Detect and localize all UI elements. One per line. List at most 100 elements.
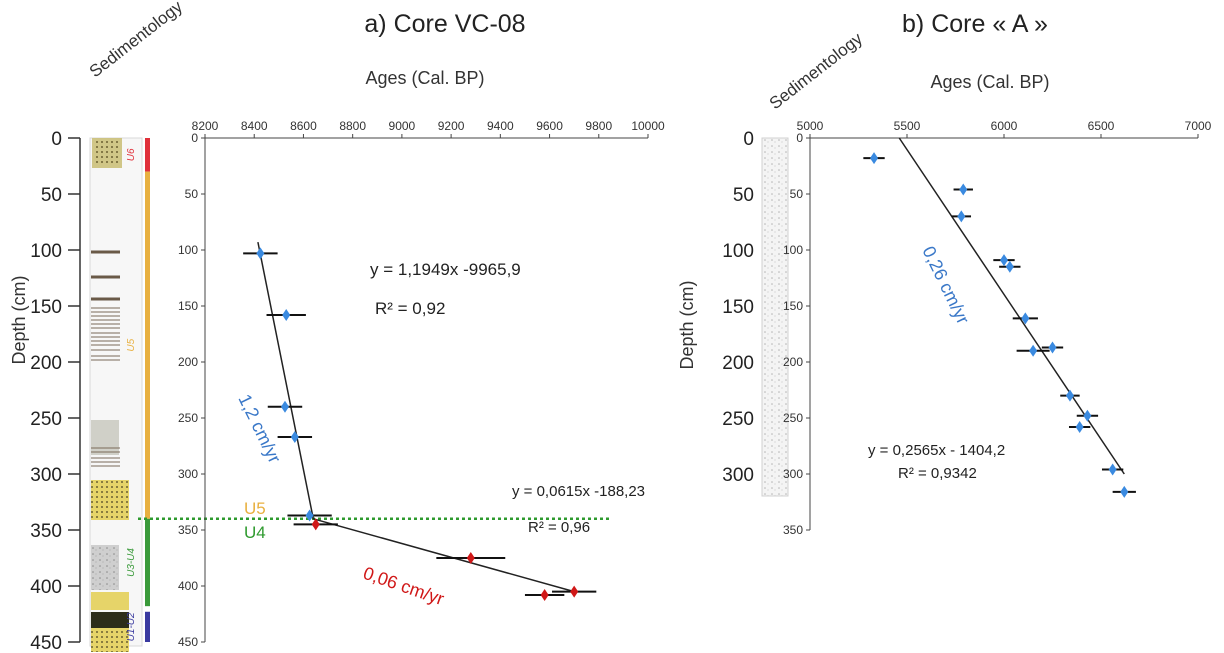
y-tick-label: 200 — [783, 355, 803, 369]
unit-bar-u1-u2 — [145, 611, 150, 642]
rate-label-lower-a: 0,06 cm/yr — [361, 563, 447, 609]
core-b-depth-tick-label: 300 — [722, 465, 754, 486]
left-depth-tick-label: 200 — [30, 353, 62, 374]
plot-core-a: 5000 5500 6000 6500 7000 0 50 100 150 200 250 300 35… — [722, 119, 1211, 537]
unit-bar-u5 — [145, 171, 150, 519]
y-tick-label: 200 — [178, 355, 198, 369]
y-tick-label: 300 — [178, 467, 198, 481]
unit-label-u1-u2: U1-U2 — [126, 612, 137, 641]
left-depth-tick-label: 0 — [51, 129, 62, 150]
data-point — [570, 585, 579, 598]
core-b-depth-tick-label: 50 — [733, 185, 754, 206]
y-tick-label: 450 — [178, 635, 198, 649]
data-point — [1000, 254, 1008, 267]
data-point — [1075, 420, 1084, 433]
core-b-depth-tick-label: 100 — [722, 241, 754, 262]
left-depth-tick-label: 400 — [30, 577, 62, 598]
x-tick-label: 10000 — [631, 119, 665, 133]
boundary-label-u4: U4 — [244, 523, 266, 542]
boundary-label-u5: U5 — [244, 499, 266, 518]
y-tick-label: 350 — [178, 523, 198, 537]
x-tick-label: 9400 — [487, 119, 514, 133]
y-tick-label: 250 — [178, 411, 198, 425]
unit-bars: U6 U5 U3-U4 U1-U2 — [126, 138, 150, 642]
data-point — [870, 152, 879, 165]
fit-line-0 — [257, 242, 315, 519]
y-tick-label: 150 — [178, 299, 198, 313]
core-b-title: b) Core « A » — [902, 10, 1048, 38]
y-tick-label: 0 — [796, 131, 803, 145]
data-point — [1005, 260, 1014, 273]
r2-lower-a: R² = 0,96 — [528, 519, 590, 536]
x-tick-label: 6500 — [1088, 119, 1115, 133]
core-a-title: a) Core VC-08 — [364, 10, 525, 38]
depth-axis-label-a: Depth (cm) — [9, 275, 29, 364]
left-depth-tick-label: 150 — [30, 297, 62, 318]
y-tick-label: 300 — [783, 467, 803, 481]
depth-axis-label-b: Depth (cm) — [677, 280, 697, 369]
x-tick-label: 8800 — [339, 119, 366, 133]
data-point — [1120, 485, 1129, 498]
left-depth-tick-label: 100 — [30, 241, 62, 262]
sediment-log-b — [761, 137, 789, 497]
age-axis-label-a: Ages (Cal. BP) — [365, 68, 484, 88]
core-b-depth-tick-label: 0 — [743, 129, 754, 150]
left-depth-tick-label: 350 — [30, 521, 62, 542]
data-point — [290, 431, 299, 444]
plot-core-vc08: 8200 8400 8600 8800 9000 9200 9400 9600 9800 1000… — [178, 119, 665, 649]
data-point — [466, 552, 475, 564]
y-tick-label: 250 — [783, 411, 803, 425]
unit-bar-u6 — [145, 138, 150, 172]
r2-b: R² = 0,9342 — [898, 465, 977, 482]
age-axis-label-b: Ages (Cal. BP) — [930, 72, 1049, 92]
sedimentology-label-a: Sedimentology — [86, 0, 187, 81]
x-tick-label: 9800 — [585, 119, 612, 133]
x-tick-label: 8400 — [241, 119, 268, 133]
left-depth-tick-label: 450 — [30, 633, 62, 653]
fit-line-1 — [313, 518, 575, 593]
x-tick-label: 9600 — [536, 119, 563, 133]
y-tick-label: 0 — [191, 131, 198, 145]
y-tick-label: 50 — [185, 187, 199, 201]
data-point — [1065, 389, 1074, 402]
x-tick-label: 5500 — [894, 119, 921, 133]
data-point — [1021, 312, 1030, 325]
unit-label-u3-u4: U3-U4 — [126, 548, 137, 577]
r2-upper-a: R² = 0,92 — [375, 299, 445, 318]
equation-b: y = 0,2565x - 1404,2 — [868, 442, 1005, 459]
left-depth-tick-label: 300 — [30, 465, 62, 486]
data-point — [540, 588, 549, 601]
unit-label-u6: U6 — [126, 148, 137, 161]
y-tick-label: 400 — [178, 579, 198, 593]
left-depth-axis: 0 50 100 150 200 250 300 350 400 450 — [30, 129, 81, 653]
y-tick-label: 100 — [178, 243, 198, 257]
left-depth-tick-label: 250 — [30, 409, 62, 430]
fit-line-0 — [898, 137, 1125, 475]
equation-lower-a: y = 0,0615x -188,23 — [512, 483, 645, 500]
unit-bar-u3-u4 — [145, 518, 150, 607]
x-tick-label: 7000 — [1185, 119, 1212, 133]
x-tick-label: 6000 — [991, 119, 1018, 133]
data-point — [1048, 341, 1057, 354]
rate-label-upper-a: 1,2 cm/yr — [234, 391, 284, 466]
data-point — [311, 518, 320, 531]
data-point — [282, 308, 291, 321]
core-b-depth-tick-label: 150 — [722, 297, 754, 318]
x-tick-label: 8600 — [290, 119, 317, 133]
core-b-depth-tick-label: 200 — [722, 353, 754, 374]
y-tick-label: 50 — [790, 187, 804, 201]
data-point — [1108, 463, 1117, 476]
data-point — [1083, 409, 1092, 422]
x-tick-label: 5000 — [797, 119, 824, 133]
sediment-log-a — [89, 137, 143, 652]
data-point — [256, 247, 265, 260]
data-point — [305, 509, 314, 522]
data-point — [280, 400, 289, 413]
equation-upper-a: y = 1,1949x -9965,9 — [370, 260, 521, 279]
x-tick-label: 8200 — [192, 119, 219, 133]
y-tick-label: 150 — [783, 299, 803, 313]
data-point — [959, 183, 968, 196]
sedimentology-label-b: Sedimentology — [766, 29, 867, 114]
data-point — [957, 210, 966, 223]
